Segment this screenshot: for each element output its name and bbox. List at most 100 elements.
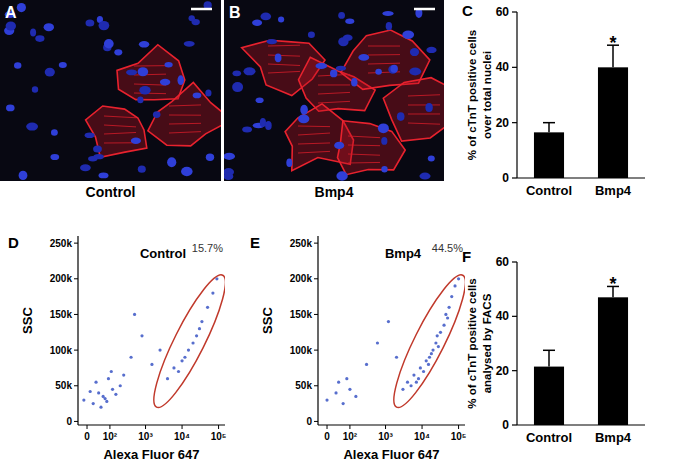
event-point [436, 334, 439, 337]
nucleus [375, 69, 382, 75]
x-axis [517, 177, 645, 178]
striation [104, 116, 136, 118]
cell [86, 106, 147, 157]
error-cap [543, 122, 555, 124]
nucleus [114, 49, 122, 55]
bar-chart: 0204060ControlBmp4*% of cTnT positive ce… [462, 2, 645, 198]
event-point [180, 359, 183, 362]
y-tick-label: 50k [295, 380, 312, 391]
y-tick-label: 40 [496, 60, 510, 74]
nucleus [428, 155, 435, 161]
y-tick-label: 60 [496, 255, 510, 269]
x-tick-label: 10⁴ [174, 431, 190, 442]
y-tick-label: 200k [290, 273, 313, 284]
event-point [409, 384, 412, 387]
event-point [177, 370, 180, 373]
nucleus [17, 3, 26, 12]
event-point [97, 391, 100, 394]
x-tick-label: 10³ [378, 431, 393, 442]
flow-plot: 050k100k150k200k250k010²10³10⁴10⁵Alexa F… [8, 234, 236, 462]
nucleus [45, 68, 55, 77]
striation [318, 84, 350, 85]
error-cap [543, 350, 555, 352]
nucleus [338, 37, 348, 46]
nucleus [397, 112, 405, 121]
nucleus [192, 19, 200, 25]
event-point [334, 391, 337, 394]
x-axis [318, 424, 465, 425]
nucleus [6, 105, 15, 112]
striation [318, 101, 350, 103]
y-tick [512, 316, 517, 317]
nucleus [336, 171, 347, 180]
striation [408, 113, 440, 114]
event-point [395, 356, 398, 359]
nucleus [381, 137, 387, 145]
gate [143, 268, 225, 413]
event-point [387, 320, 390, 323]
nucleus [336, 66, 346, 71]
scale-bar [191, 8, 212, 11]
x-axis-label: Alexa Fluor 647 [103, 447, 199, 462]
nucleus [381, 166, 387, 173]
y-axis [77, 236, 78, 425]
nucleus [44, 23, 54, 31]
image-content [224, 0, 444, 181]
x-tick-label: 0 [324, 431, 330, 442]
event-point [348, 388, 351, 391]
nucleus [425, 103, 432, 112]
event-point [200, 320, 203, 323]
cell [117, 45, 185, 100]
event-point [119, 384, 122, 387]
nucleus [178, 75, 184, 85]
cell [148, 83, 221, 146]
x-tick-label: 10⁴ [414, 431, 430, 442]
event-point [122, 373, 125, 376]
nucleus [131, 138, 141, 144]
striation [408, 95, 440, 96]
event-point [422, 370, 425, 373]
striation [169, 123, 201, 125]
event-point [439, 331, 442, 334]
striation [268, 71, 300, 73]
x-axis-label: Alexa Fluor 647 [343, 447, 439, 462]
event-point [129, 356, 132, 359]
nucleus [330, 70, 337, 78]
nucleus [242, 127, 252, 133]
y-tick [74, 385, 78, 386]
x-axis [78, 424, 225, 425]
nucleus [19, 171, 28, 180]
event-point [89, 390, 92, 393]
y-tick-label: 100k [50, 345, 73, 356]
bar [598, 67, 628, 178]
y-tick [512, 370, 517, 371]
event-point [354, 395, 357, 398]
event-point [434, 341, 437, 344]
nucleus [50, 154, 59, 160]
striation [134, 65, 166, 66]
nucleus [261, 13, 272, 21]
nucleus [244, 67, 256, 75]
y-axis [516, 12, 517, 178]
y-axis [516, 262, 517, 425]
striation [104, 142, 136, 143]
nucleus [224, 153, 235, 160]
nucleus [278, 17, 284, 23]
event-point [150, 363, 153, 366]
nucleus [391, 65, 398, 73]
y-axis-label: % of cTnT positive cells [466, 30, 478, 160]
figure: AControlBBmp40204060ControlBmp4*% of cTn… [0, 0, 675, 467]
y-tick [74, 278, 78, 279]
event-point [412, 373, 415, 376]
y-tick [314, 385, 318, 386]
striation [348, 136, 380, 138]
category-label: Control [526, 430, 572, 445]
nucleus [86, 19, 95, 26]
y-tick-label: 250k [50, 238, 73, 249]
event-point [417, 377, 420, 380]
nucleus [165, 62, 173, 67]
x-tick-label: 10⁵ [211, 431, 227, 442]
nucleus [59, 62, 67, 68]
nucleus [345, 19, 354, 24]
striation [268, 64, 300, 65]
